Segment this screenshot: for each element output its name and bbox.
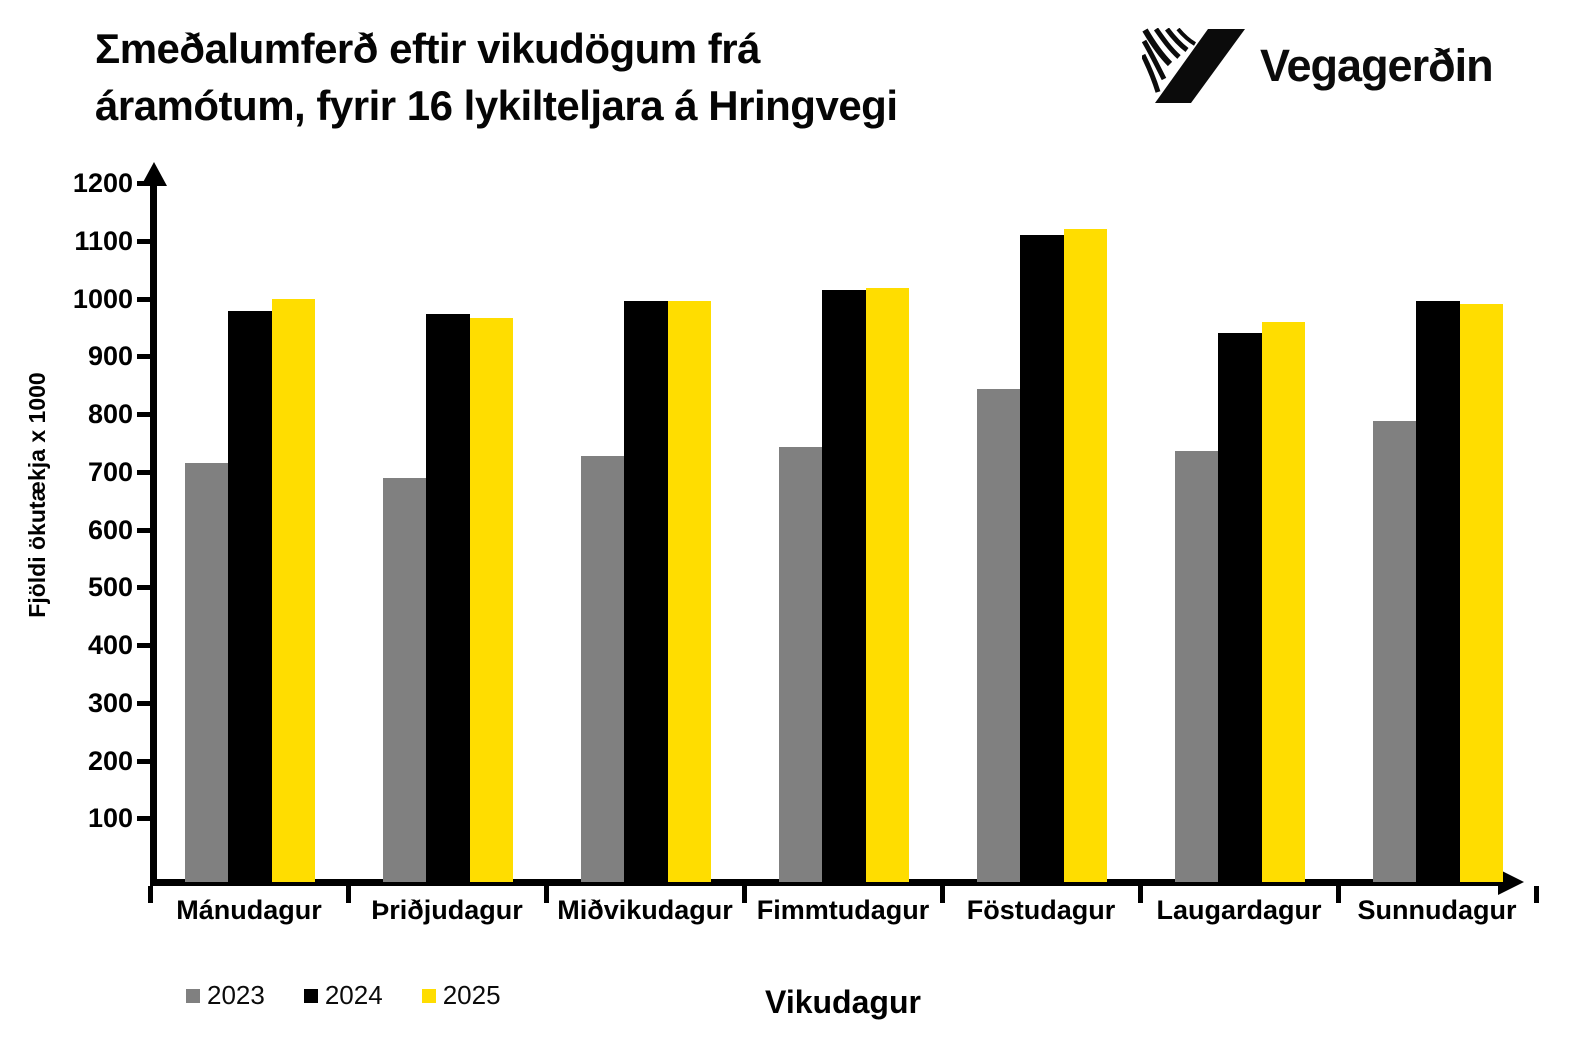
y-tick-label-100: 100 (87, 803, 133, 834)
vegagerdin-logo-icon (1142, 28, 1245, 103)
y-tick-700 (137, 469, 151, 475)
y-axis-title: Fjöldi ökutækja x 1000 (24, 372, 50, 618)
y-tick-label-1100: 1100 (74, 225, 133, 256)
y-tick-800 (137, 412, 151, 417)
bar-2024-mi-vikudagur (624, 301, 668, 882)
bar-2024--ri-judagur (426, 314, 470, 882)
x-tick-6 (1336, 886, 1341, 903)
bar-2025-fimmtudagur (865, 288, 910, 882)
bar-2024-manudagur (228, 310, 272, 882)
bar-2025-laugardagur (1261, 322, 1306, 882)
x-tick-3 (742, 886, 747, 903)
bar-2025-mi-vikudagur (667, 300, 712, 882)
y-tick-label-1200: 1200 (72, 168, 133, 198)
bar-2025-manudagur (271, 298, 316, 882)
y-tick-1100 (137, 238, 151, 244)
x-tick-7 (1534, 886, 1539, 903)
category-label-sunnudagur: Sunnudagur (1357, 895, 1517, 925)
legend-swatch-2024 (303, 988, 318, 1003)
y-tick-label-400: 400 (87, 630, 133, 660)
bar-2023-sunnudagur (1373, 420, 1417, 882)
bar-2024-fimmtudagur (822, 289, 866, 882)
legend-item-2023: 2023 (186, 980, 265, 1011)
legend-item-2024: 2024 (303, 980, 383, 1011)
y-tick-300 (137, 700, 151, 706)
legend-swatch-2025 (421, 988, 436, 1003)
chart-title-line1: Σmeðalumferð eftir vikudögum frá (95, 25, 760, 72)
bar-2023-manudagur (185, 462, 229, 882)
vegagerdin-logo-text: Vegagerðin (1260, 40, 1494, 91)
bar-2024-laugardagur (1218, 332, 1262, 882)
chart-title-line2: áramótum, fyrir 16 lykilteljara á Hringv… (95, 82, 898, 129)
x-axis-title: Vikudagur (765, 984, 921, 1020)
x-tick-5 (1138, 886, 1143, 903)
y-tick-label-200: 200 (87, 745, 133, 776)
bar-2023-laugardagur (1175, 450, 1219, 882)
y-tick-label-700: 700 (87, 456, 133, 487)
category-label--ri-judagur: Þriðjudagur (371, 895, 523, 925)
y-tick-600 (137, 527, 151, 533)
category-label-fostudagur: Föstudagur (966, 895, 1116, 925)
y-tick-400 (137, 643, 151, 648)
legend-label-2024: 2024 (324, 980, 383, 1010)
y-tick-1000 (137, 296, 151, 302)
y-tick-label-800: 800 (87, 399, 133, 429)
y-tick-label-600: 600 (87, 514, 133, 545)
y-tick-label-500: 500 (87, 572, 133, 603)
y-tick-200 (137, 758, 151, 764)
y-axis-line (150, 178, 157, 886)
legend-label-2025: 2025 (442, 980, 501, 1010)
chart-title: Σmeðalumferð eftir vikudögum frá áramótu… (95, 20, 898, 134)
x-tick-1 (346, 886, 351, 903)
legend: 2023 2024 2025 (186, 980, 501, 1011)
category-label-manudagur: Mánudagur (176, 895, 322, 925)
bar-2025-sunnudagur (1459, 304, 1504, 882)
x-tick-4 (940, 886, 945, 903)
bar-2023--ri-judagur (383, 477, 427, 882)
bar-2024-fostudagur (1020, 234, 1064, 882)
legend-label-2023: 2023 (207, 980, 265, 1010)
x-axis-line (150, 879, 1502, 886)
bar-2025--ri-judagur (469, 317, 514, 882)
bar-2023-mi-vikudagur (581, 455, 625, 882)
legend-item-2025: 2025 (421, 980, 501, 1011)
vegagerdin-logo: Vegagerðin (1142, 28, 1494, 104)
y-tick-label-900: 900 (87, 341, 133, 372)
bar-2024-sunnudagur (1416, 300, 1460, 882)
bar-2023-fostudagur (977, 389, 1021, 882)
legend-swatch-2023 (186, 988, 200, 1003)
x-tick-0 (148, 886, 153, 903)
category-label-laugardagur: Laugardagur (1156, 895, 1322, 925)
y-tick-label-1000: 1000 (72, 283, 133, 314)
y-tick-100 (137, 816, 151, 822)
y-tick-1200 (137, 181, 151, 186)
bar-2025-fostudagur (1063, 229, 1108, 882)
bar-2023-fimmtudagur (779, 447, 823, 882)
category-label-mi-vikudagur: Miðvikudagur (557, 895, 733, 925)
category-label-fimmtudagur: Fimmtudagur (756, 895, 930, 925)
y-tick-label-300: 300 (87, 687, 133, 718)
y-tick-900 (137, 354, 151, 360)
x-tick-2 (544, 886, 549, 903)
y-tick-500 (137, 585, 151, 591)
